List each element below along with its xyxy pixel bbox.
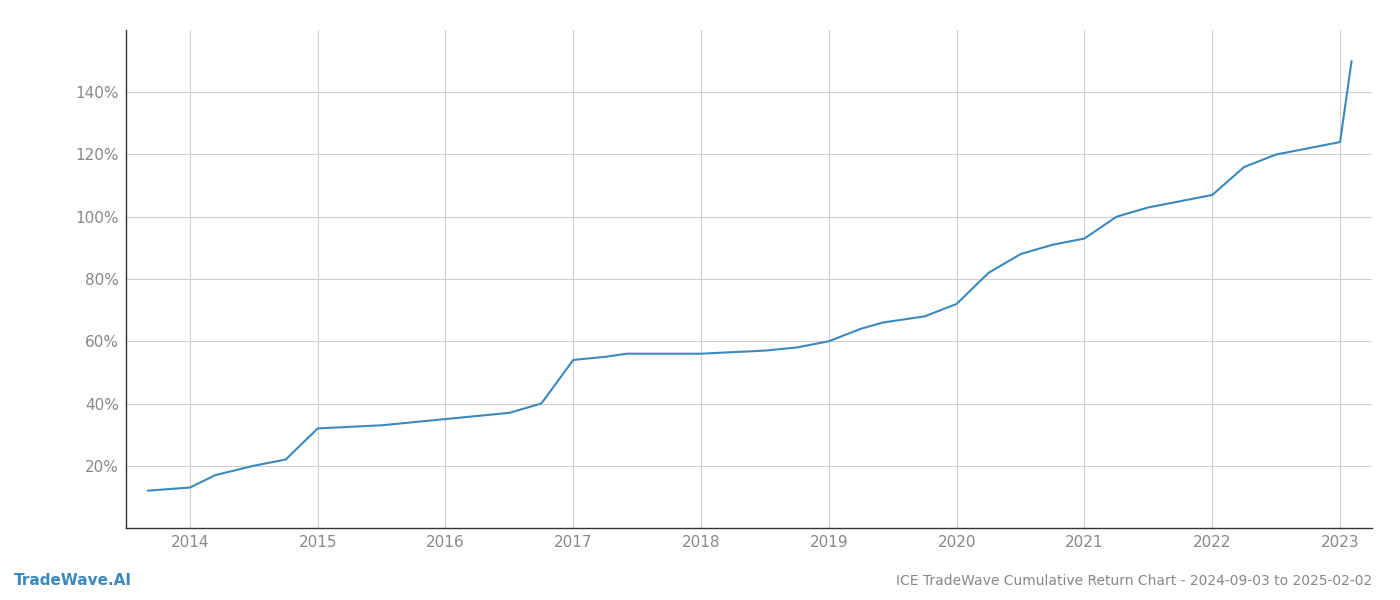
- Text: ICE TradeWave Cumulative Return Chart - 2024-09-03 to 2025-02-02: ICE TradeWave Cumulative Return Chart - …: [896, 574, 1372, 588]
- Text: TradeWave.AI: TradeWave.AI: [14, 573, 132, 588]
